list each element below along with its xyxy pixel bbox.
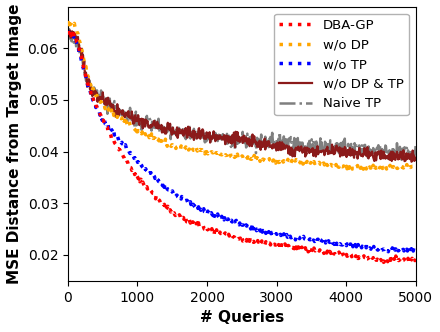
- DBA-GP: [270, 241, 275, 245]
- DBA-GP: [223, 231, 228, 235]
- w/o TP: [390, 250, 396, 254]
- w/o DP & TP: [128, 116, 133, 120]
- Line: w/o TP: w/o TP: [68, 31, 415, 252]
- w/o TP: [65, 29, 70, 33]
- Naive TP: [223, 142, 228, 146]
- w/o TP: [413, 249, 418, 253]
- w/o DP & TP: [409, 160, 414, 164]
- w/o DP & TP: [413, 155, 418, 159]
- w/o TP: [127, 151, 132, 155]
- DBA-GP: [155, 196, 160, 200]
- w/o DP: [67, 19, 72, 23]
- w/o DP: [223, 153, 228, 157]
- Naive TP: [65, 34, 70, 38]
- DBA-GP: [407, 261, 412, 265]
- Naive TP: [128, 106, 133, 110]
- w/o DP: [65, 21, 70, 25]
- DBA-GP: [297, 247, 303, 251]
- Y-axis label: MSE Distance from Target Image: MSE Distance from Target Image: [7, 4, 22, 284]
- DBA-GP: [327, 249, 332, 253]
- w/o DP: [379, 168, 384, 172]
- Naive TP: [328, 138, 333, 142]
- w/o DP & TP: [223, 137, 228, 141]
- DBA-GP: [65, 29, 70, 33]
- w/o DP: [271, 158, 276, 162]
- Naive TP: [155, 123, 161, 127]
- w/o TP: [327, 240, 332, 244]
- w/o DP: [128, 123, 133, 127]
- Line: w/o DP: w/o DP: [68, 21, 415, 170]
- Naive TP: [298, 140, 303, 144]
- w/o DP & TP: [298, 146, 303, 150]
- w/o DP & TP: [65, 31, 70, 35]
- w/o DP & TP: [67, 29, 72, 33]
- Line: w/o DP & TP: w/o DP & TP: [68, 31, 415, 162]
- Line: DBA-GP: DBA-GP: [68, 31, 415, 263]
- w/o DP & TP: [328, 150, 333, 154]
- Naive TP: [271, 142, 276, 146]
- w/o TP: [155, 178, 160, 182]
- w/o DP & TP: [155, 126, 161, 130]
- w/o TP: [223, 218, 228, 222]
- w/o TP: [297, 236, 303, 240]
- DBA-GP: [413, 257, 418, 261]
- w/o DP & TP: [271, 142, 276, 146]
- X-axis label: # Queries: # Queries: [200, 310, 284, 325]
- Naive TP: [413, 144, 418, 148]
- w/o TP: [270, 230, 275, 234]
- Legend: DBA-GP, w/o DP, w/o TP, w/o DP & TP, Naive TP: DBA-GP, w/o DP, w/o TP, w/o DP & TP, Nai…: [274, 14, 409, 116]
- Line: Naive TP: Naive TP: [68, 29, 415, 161]
- w/o DP: [413, 167, 418, 171]
- Naive TP: [409, 159, 414, 163]
- DBA-GP: [127, 163, 132, 167]
- Naive TP: [66, 27, 72, 31]
- w/o DP: [298, 158, 303, 162]
- w/o DP: [328, 163, 333, 167]
- w/o DP: [155, 138, 161, 142]
